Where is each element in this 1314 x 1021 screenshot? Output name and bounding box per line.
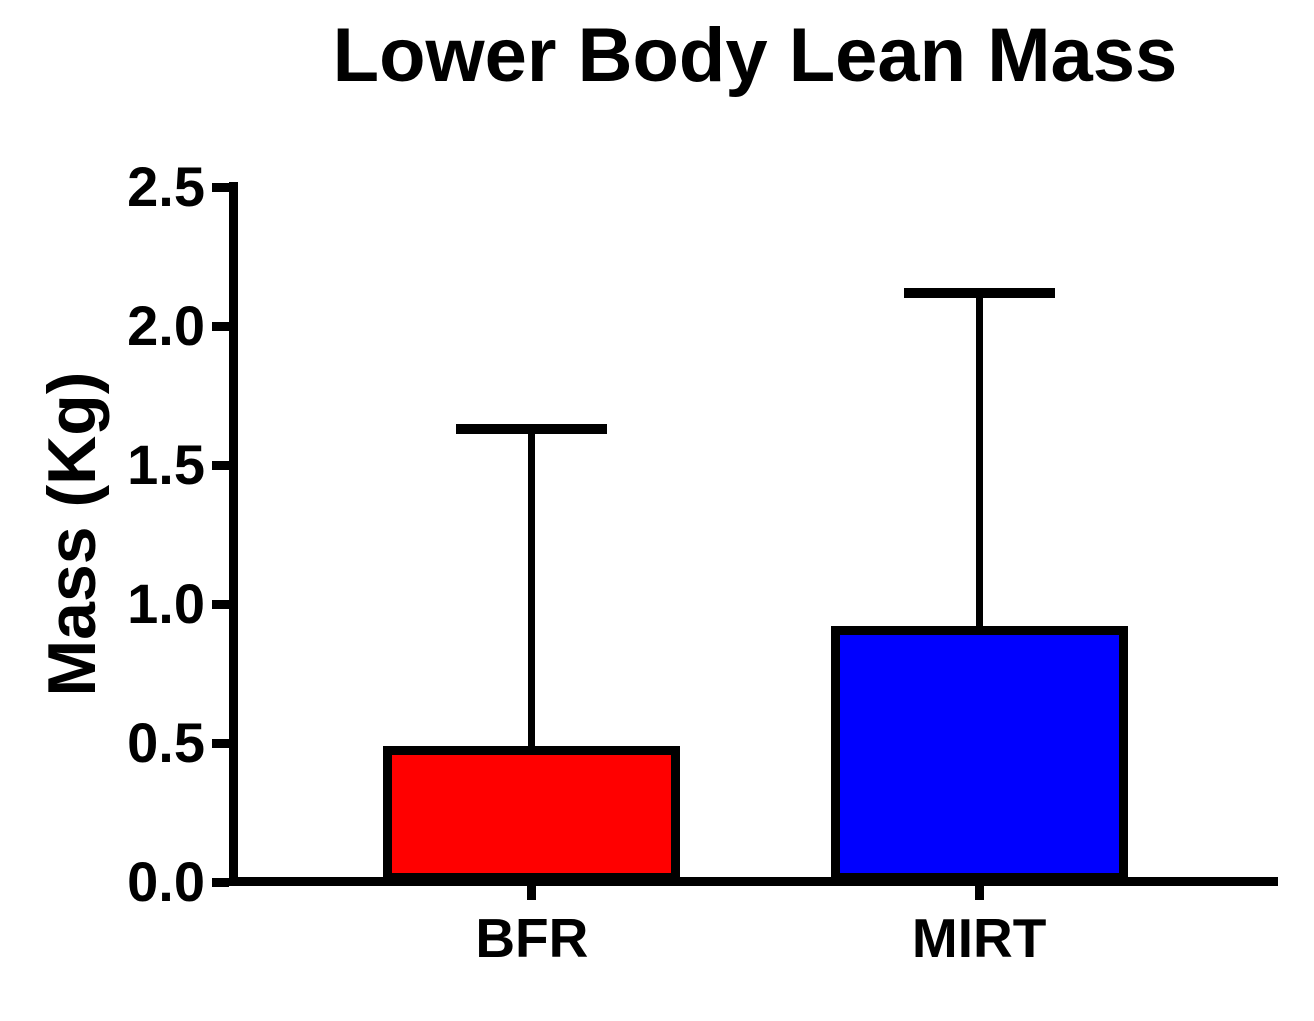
y-axis-line <box>229 182 238 886</box>
y-tick <box>212 599 229 609</box>
bar-bfr <box>383 745 681 882</box>
error-bar-cap <box>903 287 1055 298</box>
plot-area: 0.0 0.5 1.0 1.5 2.0 2.5 BFR MIRT <box>127 159 1278 966</box>
x-tick <box>527 886 537 900</box>
y-tick <box>212 321 229 331</box>
chart-title: Lower Body Lean Mass <box>332 13 1178 98</box>
y-tick <box>212 877 229 887</box>
error-bar-cap <box>456 423 608 434</box>
y-tick-label: 0.0 <box>127 850 205 913</box>
y-tick <box>212 460 229 470</box>
y-axis-title: Mass (Kg) <box>34 371 110 697</box>
y-tick-label: 2.5 <box>127 155 205 218</box>
y-tick-label: 1.0 <box>127 572 205 635</box>
error-bar-stem <box>975 292 983 627</box>
y-tick-label: 1.5 <box>127 433 205 496</box>
y-tick-label: 0.5 <box>127 711 205 774</box>
bar-mirt <box>830 626 1128 882</box>
x-category-label: MIRT <box>911 907 1047 969</box>
y-tick <box>212 738 229 748</box>
y-tick <box>212 182 229 192</box>
x-axis-line <box>229 877 1278 886</box>
error-bar-stem <box>528 428 536 746</box>
x-category-label: BFR <box>475 907 589 969</box>
y-tick-label: 2.0 <box>127 294 205 357</box>
x-tick <box>974 886 984 900</box>
